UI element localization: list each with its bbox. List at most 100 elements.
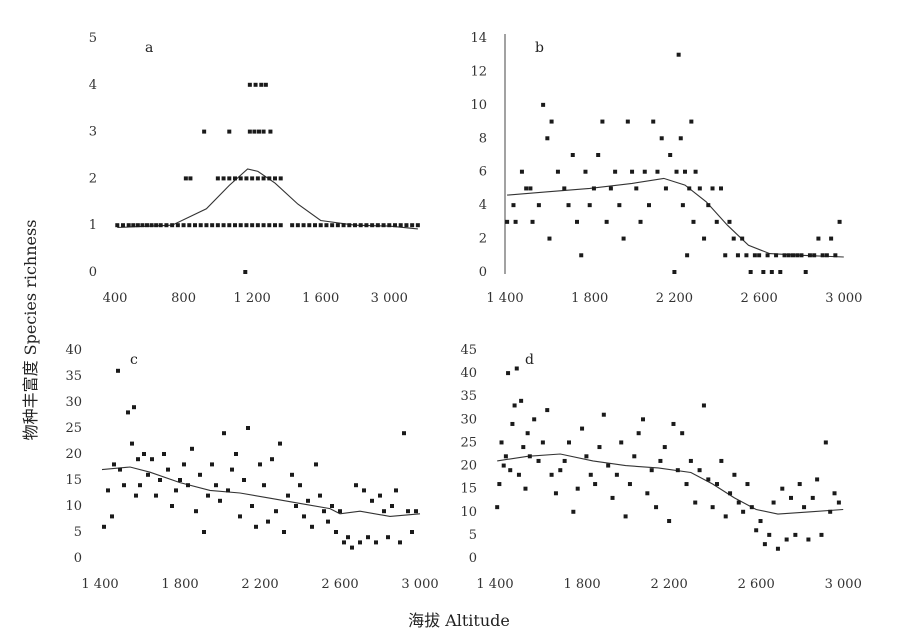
data-point bbox=[162, 452, 166, 456]
data-point bbox=[816, 236, 821, 241]
data-point bbox=[233, 176, 237, 181]
data-point bbox=[394, 488, 398, 493]
data-point bbox=[135, 223, 140, 228]
data-point bbox=[290, 472, 294, 477]
data-point bbox=[261, 223, 266, 228]
data-point bbox=[350, 545, 354, 550]
data-point bbox=[591, 186, 596, 191]
data-point bbox=[536, 458, 541, 463]
data-point bbox=[802, 505, 807, 510]
data-point bbox=[600, 119, 605, 124]
data-point bbox=[593, 482, 598, 487]
data-point bbox=[497, 482, 502, 487]
data-point bbox=[354, 483, 358, 488]
panel-a: 0 1 2 3 4 5 400 800 1 200 1 600 3 000 a bbox=[89, 31, 420, 306]
y-tick-label: 30 bbox=[460, 412, 477, 427]
data-point bbox=[728, 491, 733, 496]
panel-c: 0 5 10 15 20 25 30 35 40 1 400 1 800 2 200 2 600 3 00… bbox=[65, 343, 438, 592]
panel-b: 0 2 4 6 8 10 12 14 1 400 1 800 2 200 2 600 3 000 b bbox=[470, 31, 862, 306]
data-point bbox=[193, 223, 197, 228]
data-point bbox=[583, 169, 588, 174]
data-point bbox=[638, 219, 643, 224]
data-point bbox=[668, 153, 673, 157]
data-point bbox=[512, 403, 517, 408]
data-point bbox=[658, 458, 663, 463]
data-point bbox=[278, 441, 282, 446]
x-tick-label: 2 200 bbox=[651, 577, 688, 592]
data-point bbox=[549, 119, 554, 124]
y-tick-label: 12 bbox=[470, 64, 487, 79]
data-point bbox=[771, 500, 776, 505]
data-point bbox=[659, 136, 664, 141]
data-point bbox=[170, 223, 175, 228]
y-tick-label: 20 bbox=[460, 459, 477, 474]
data-point bbox=[683, 169, 687, 174]
data-point bbox=[701, 403, 706, 408]
data-point bbox=[244, 223, 249, 228]
data-point bbox=[754, 528, 759, 533]
data-point bbox=[655, 169, 660, 174]
data-point bbox=[824, 253, 829, 258]
data-point bbox=[358, 223, 363, 228]
data-point bbox=[226, 488, 230, 493]
data-point bbox=[828, 509, 833, 514]
data-point bbox=[675, 468, 680, 473]
data-point bbox=[697, 186, 702, 191]
x-tick-label: 1 400 bbox=[486, 291, 523, 306]
data-point bbox=[727, 219, 732, 224]
data-point bbox=[503, 454, 508, 459]
data-point bbox=[684, 482, 689, 487]
data-point bbox=[575, 486, 580, 491]
y-tick-label: 10 bbox=[65, 499, 82, 514]
panel-d: 0 5 10 15 20 25 30 35 40 45 1 400 1 800 2 200 2 600 3 … bbox=[460, 343, 861, 592]
trend-line bbox=[497, 453, 844, 515]
data-point bbox=[765, 253, 770, 258]
data-point bbox=[178, 478, 182, 482]
data-point bbox=[234, 452, 238, 456]
data-point bbox=[501, 463, 506, 468]
data-point bbox=[523, 486, 528, 491]
data-point bbox=[374, 540, 378, 545]
data-point bbox=[404, 223, 409, 228]
y-tick-label: 6 bbox=[479, 165, 487, 180]
data-point bbox=[134, 493, 138, 498]
data-point bbox=[230, 467, 234, 472]
data-point bbox=[641, 417, 645, 422]
data-point bbox=[510, 421, 515, 426]
data-point bbox=[613, 169, 618, 174]
y-tick-label: 35 bbox=[65, 369, 82, 384]
data-point bbox=[282, 530, 286, 534]
y-tick-label: 0 bbox=[89, 265, 97, 280]
data-point bbox=[799, 253, 804, 258]
data-point bbox=[597, 445, 602, 450]
data-point bbox=[614, 472, 619, 477]
data-point bbox=[731, 236, 736, 241]
data-point bbox=[837, 219, 842, 224]
data-point bbox=[186, 483, 190, 488]
data-point bbox=[142, 452, 146, 456]
data-point bbox=[762, 542, 767, 547]
data-point bbox=[112, 462, 116, 467]
data-point bbox=[719, 458, 724, 463]
data-point bbox=[674, 169, 679, 174]
y-tick-label: 4 bbox=[89, 78, 97, 93]
data-point bbox=[680, 431, 685, 436]
data-point bbox=[238, 514, 242, 519]
data-point bbox=[347, 223, 352, 228]
data-point bbox=[553, 491, 558, 496]
data-point bbox=[194, 509, 198, 514]
y-tick-label: 5 bbox=[74, 525, 82, 540]
data-point bbox=[227, 129, 232, 134]
data-point bbox=[244, 176, 249, 181]
data-point bbox=[757, 253, 762, 258]
y-tick-label: 5 bbox=[469, 528, 477, 543]
y-tick-label: 8 bbox=[479, 131, 487, 146]
data-point bbox=[247, 82, 252, 87]
data-point bbox=[645, 491, 650, 496]
y-tick-label: 0 bbox=[479, 265, 487, 280]
y-tick-label: 1 bbox=[89, 218, 97, 233]
data-point bbox=[267, 176, 272, 181]
data-point bbox=[610, 495, 615, 500]
data-point bbox=[789, 495, 793, 500]
data-point bbox=[601, 412, 606, 417]
